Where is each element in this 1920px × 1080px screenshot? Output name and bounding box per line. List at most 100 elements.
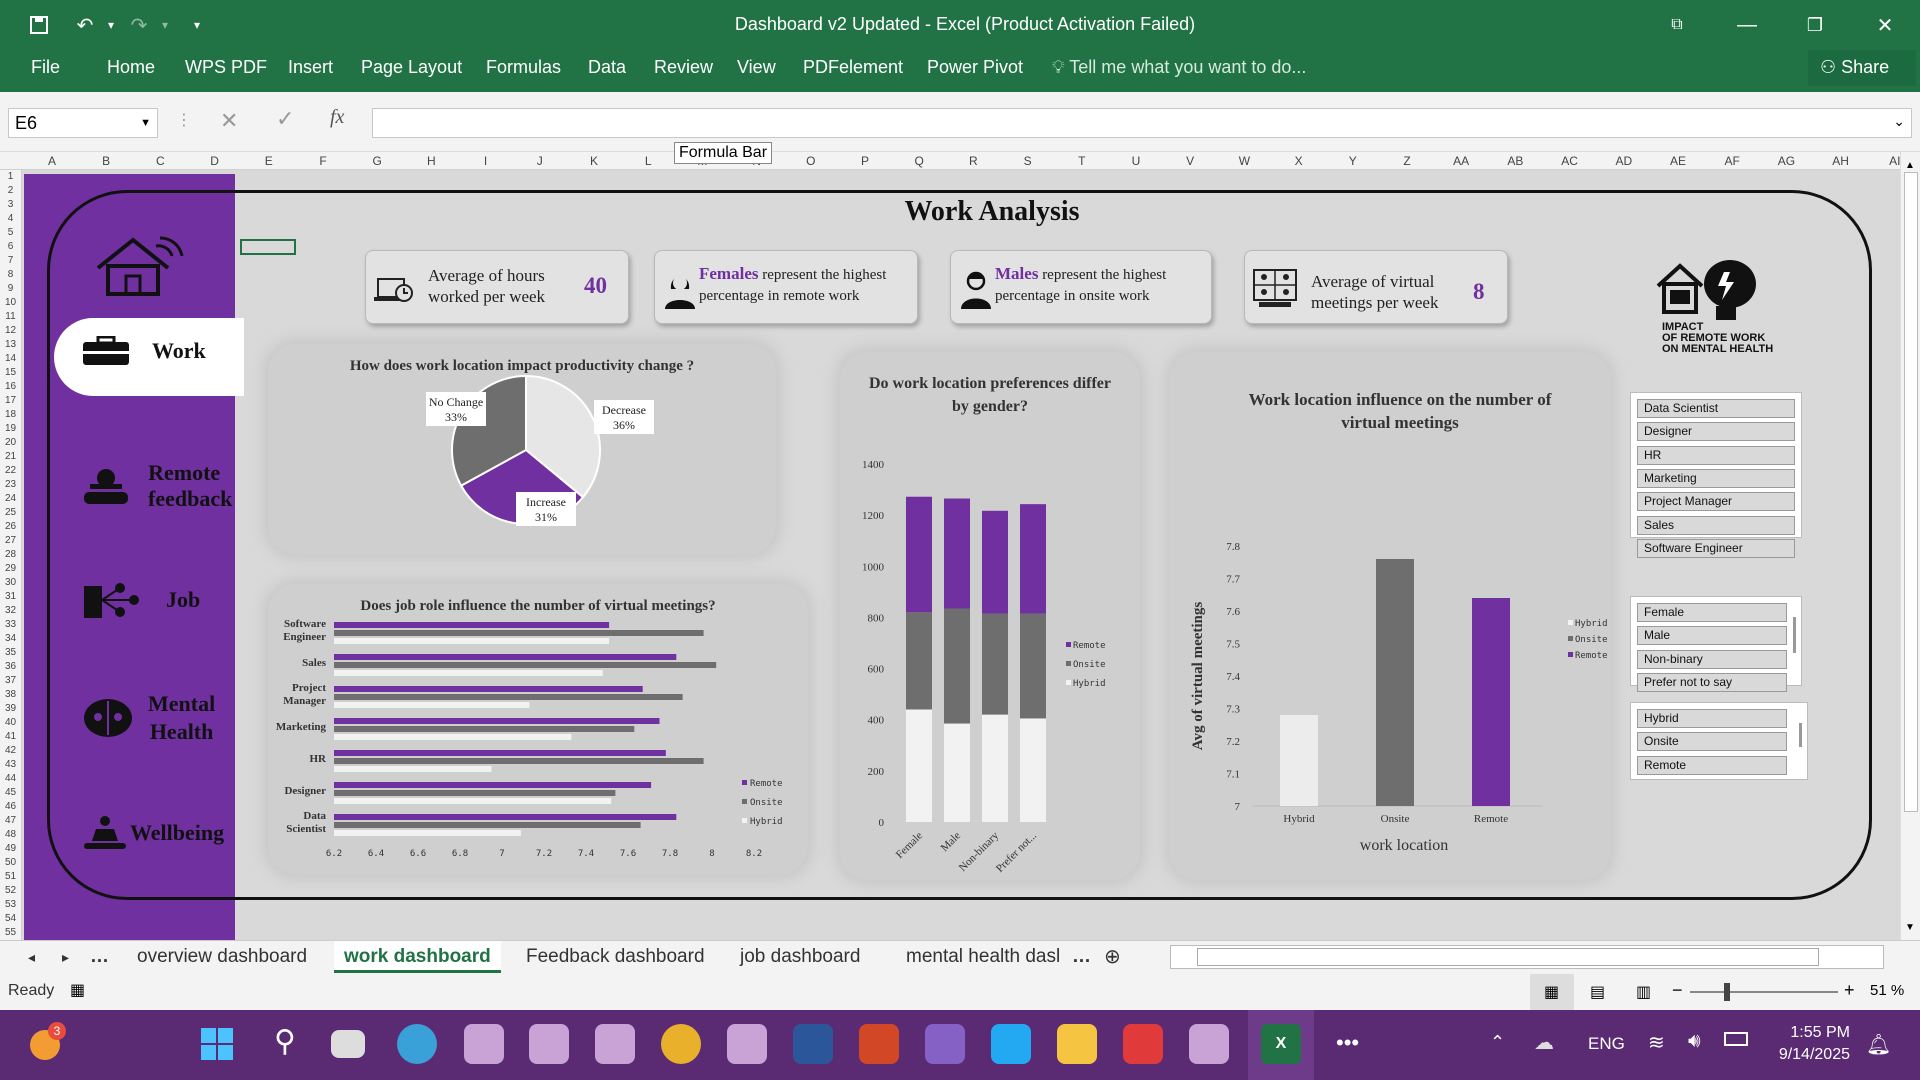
row-header[interactable]: 52 xyxy=(4,885,17,896)
column-header[interactable]: B xyxy=(102,154,111,168)
row-header[interactable]: 17 xyxy=(4,395,17,406)
row-header[interactable]: 1 xyxy=(7,171,14,182)
redo-dropdown-icon[interactable]: ▾ xyxy=(161,18,169,32)
row-header[interactable]: 3 xyxy=(7,199,14,210)
column-header[interactable]: AG xyxy=(1777,154,1796,168)
row-header[interactable]: 12 xyxy=(4,325,17,336)
app-icon-3[interactable] xyxy=(595,1024,635,1064)
row-header[interactable]: 4 xyxy=(7,213,14,224)
column-header[interactable]: J xyxy=(536,154,543,168)
redo-icon[interactable]: ↷ xyxy=(130,14,148,37)
row-header[interactable]: 31 xyxy=(4,591,17,602)
row-header[interactable]: 18 xyxy=(4,409,17,420)
row-header[interactable]: 20 xyxy=(4,437,17,448)
visual-studio-icon[interactable] xyxy=(925,1024,965,1064)
zoom-in-icon[interactable]: + xyxy=(1844,980,1855,1000)
row-header[interactable]: 27 xyxy=(4,535,17,546)
gender-slicer-scrollbar[interactable] xyxy=(1793,617,1796,653)
row-header[interactable]: 51 xyxy=(4,871,17,882)
nav-item-remote-feedback[interactable]: Remote feedback xyxy=(62,460,252,512)
excel-taskbar-active[interactable]: X xyxy=(1248,1010,1314,1080)
column-header[interactable]: X xyxy=(1294,154,1303,168)
more-sheets-icon[interactable]: … xyxy=(90,946,109,967)
normal-view-button[interactable]: ▦ xyxy=(1530,974,1574,1010)
row-header[interactable]: 39 xyxy=(4,703,17,714)
slicer-item[interactable]: Software Engineer xyxy=(1637,538,1795,558)
powerpoint-icon[interactable] xyxy=(859,1024,899,1064)
ribbon-display-icon[interactable]: ⧉ xyxy=(1671,16,1683,33)
row-header[interactable]: 10 xyxy=(4,297,17,308)
slicer-item[interactable]: Prefer not to say xyxy=(1637,672,1787,692)
column-header[interactable]: W xyxy=(1238,154,1251,168)
column-header[interactable]: P xyxy=(860,154,869,168)
slicer-item[interactable]: Non-binary xyxy=(1637,649,1787,669)
row-header[interactable]: 28 xyxy=(4,549,17,560)
column-header[interactable]: S xyxy=(1023,154,1032,168)
column-header[interactable]: Z xyxy=(1403,154,1411,168)
scroll-up-icon[interactable]: ▲ xyxy=(1905,160,1915,171)
close-icon[interactable]: ✕ xyxy=(1876,14,1894,37)
enter-icon[interactable]: ✓ xyxy=(276,106,295,131)
notifications-icon[interactable]: 🔔︎ xyxy=(1866,1034,1892,1056)
slicer-item[interactable]: Female xyxy=(1637,603,1787,622)
vscode-icon[interactable] xyxy=(991,1024,1031,1064)
menu-view[interactable]: View xyxy=(737,57,776,77)
column-header[interactable]: U xyxy=(1131,154,1141,168)
row-header[interactable]: 21 xyxy=(4,451,17,462)
column-header[interactable]: AD xyxy=(1615,154,1633,168)
row-header[interactable]: 6 xyxy=(7,241,14,252)
tab-job-dashboard[interactable]: job dashboard xyxy=(740,946,861,967)
row-header[interactable]: 46 xyxy=(4,801,17,812)
add-sheet-icon[interactable]: ⊕ xyxy=(1104,946,1121,968)
column-header[interactable]: C xyxy=(156,154,165,168)
row-header[interactable]: 44 xyxy=(4,773,17,784)
column-header[interactable]: AI xyxy=(1889,154,1901,168)
slicer-item[interactable]: Sales xyxy=(1637,515,1795,535)
column-header[interactable]: V xyxy=(1186,154,1195,168)
word-icon[interactable] xyxy=(793,1024,833,1064)
menu-review[interactable]: Review xyxy=(654,57,714,77)
minimize-icon[interactable]: — xyxy=(1737,13,1757,36)
tab-mental-health-dashboard[interactable]: mental health dasl xyxy=(906,946,1061,967)
insert-function-icon[interactable]: fx xyxy=(330,106,345,128)
nav-item-job[interactable]: Job xyxy=(62,580,252,620)
vertical-scrollbar[interactable]: ▲ ▼ xyxy=(1900,152,1920,940)
slicer-item[interactable]: Designer xyxy=(1637,422,1795,442)
horizontal-scroll-thumb[interactable] xyxy=(1197,948,1819,966)
row-header[interactable]: 8 xyxy=(7,269,14,280)
onedrive-icon[interactable]: ☁ xyxy=(1534,1032,1554,1054)
page-break-view-icon[interactable]: ▥ xyxy=(1636,984,1652,1001)
clock[interactable]: 1:55 PM 9/14/2025 xyxy=(1770,1022,1850,1066)
menu-file[interactable]: File xyxy=(31,57,61,77)
row-header[interactable]: 49 xyxy=(4,843,17,854)
undo-dropdown-icon[interactable]: ▾ xyxy=(107,18,115,32)
nav-item-wellbeing[interactable]: Wellbeing xyxy=(62,815,252,851)
tell-me-search[interactable]: 💡︎ Tell me what you want to do... xyxy=(1052,50,1306,92)
column-header[interactable]: H xyxy=(427,154,436,168)
column-header[interactable]: D xyxy=(210,154,219,168)
more-apps-icon[interactable]: ••• xyxy=(1336,1030,1360,1055)
row-header[interactable]: 38 xyxy=(4,689,17,700)
slicer-item[interactable]: Hybrid xyxy=(1637,709,1787,728)
zoom-slider-thumb[interactable] xyxy=(1724,983,1730,1001)
row-header[interactable]: 48 xyxy=(4,829,17,840)
row-header[interactable]: 32 xyxy=(4,605,17,616)
row-header[interactable]: 16 xyxy=(4,381,17,392)
slicer-item[interactable]: Male xyxy=(1637,626,1787,646)
row-header[interactable]: 33 xyxy=(4,619,17,630)
column-header[interactable]: G xyxy=(372,154,382,168)
row-header[interactable]: 30 xyxy=(4,577,17,588)
row-header[interactable]: 47 xyxy=(4,815,17,826)
menu-home[interactable]: Home xyxy=(107,57,156,77)
row-header[interactable]: 53 xyxy=(4,899,17,910)
zoom-out-icon[interactable]: − xyxy=(1672,980,1683,1000)
row-header[interactable]: 13 xyxy=(4,339,17,350)
app-icon-5[interactable] xyxy=(1189,1024,1229,1064)
column-header[interactable]: L xyxy=(644,154,652,168)
row-header[interactable]: 54 xyxy=(4,913,17,924)
start-icon[interactable] xyxy=(197,1024,237,1064)
row-header[interactable]: 26 xyxy=(4,521,17,532)
column-header[interactable]: R xyxy=(969,154,978,168)
formula-input[interactable]: ⌄ xyxy=(372,108,1912,138)
job-role-slicer[interactable]: Data Scientist Designer HR Marketing Project… xyxy=(1630,392,1802,558)
